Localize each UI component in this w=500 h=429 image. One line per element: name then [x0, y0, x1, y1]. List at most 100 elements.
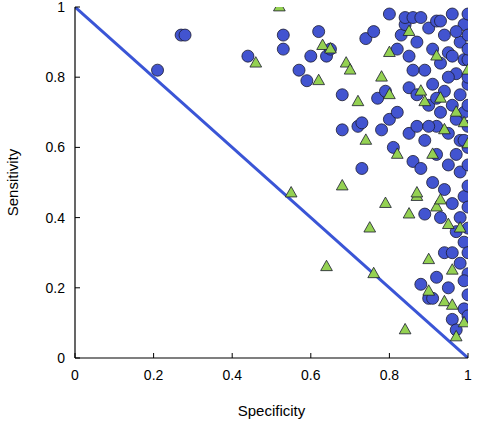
circle-point [277, 43, 289, 55]
x-axis-title: Specificity [238, 402, 306, 419]
y-tick-label: 0.6 [46, 139, 66, 155]
circle-point [446, 247, 458, 259]
triangle-point [415, 85, 427, 95]
circle-point [427, 177, 439, 189]
triangle-point [344, 64, 356, 74]
circle-point [423, 120, 435, 132]
x-tick-label: 0 [71, 367, 79, 383]
circle-point [301, 75, 313, 87]
x-tick [468, 353, 469, 358]
triangle-point [384, 46, 396, 56]
triangle-point [368, 267, 380, 277]
circle-point [446, 198, 458, 210]
x-axis-line [75, 357, 468, 358]
triangle-point [250, 57, 262, 67]
triangle-point [364, 222, 376, 232]
circle-point [305, 50, 317, 62]
x-tick-label: 0.2 [144, 367, 164, 383]
triangle-point [446, 264, 458, 274]
triangle-point [321, 260, 333, 270]
circle-point [403, 50, 415, 62]
circle-point [383, 8, 395, 20]
triangle-point [450, 106, 462, 116]
y-tick [75, 217, 80, 218]
circle-point [293, 64, 305, 76]
triangle-point [443, 218, 455, 228]
circle-point [419, 208, 431, 220]
circle-point [462, 180, 468, 192]
y-tick [75, 77, 80, 78]
circle-point [454, 89, 466, 101]
circle-point [356, 117, 368, 129]
triangle-point [317, 39, 329, 49]
triangle-point [431, 50, 443, 60]
triangle-point [399, 323, 411, 333]
circle-point [391, 106, 403, 118]
triangle-point [462, 64, 468, 74]
y-axis-line [74, 7, 75, 358]
y-tick-label: 0.4 [46, 210, 66, 226]
circle-point [415, 12, 427, 24]
triangle-point [439, 123, 451, 133]
x-tick-label: 1 [464, 367, 472, 383]
triangle-point [380, 197, 392, 207]
circle-point [450, 26, 462, 38]
y-tick [75, 7, 80, 8]
circle-point [242, 50, 254, 62]
triangle-point [446, 299, 458, 309]
circle-point [446, 8, 458, 20]
circle-point [442, 282, 454, 294]
y-tick-label: 0.2 [46, 280, 66, 296]
triangle-point [352, 95, 364, 105]
triangle-point [313, 74, 325, 84]
circle-point [462, 8, 468, 20]
y-tick [75, 287, 80, 288]
circle-point [462, 289, 468, 301]
x-tick-label: 0.8 [380, 367, 400, 383]
circle-point [368, 26, 380, 38]
circle-point [411, 120, 423, 132]
circle-point [462, 159, 468, 171]
triangle-point [423, 285, 435, 295]
x-tick-label: 0.4 [222, 367, 242, 383]
triangle-point [391, 148, 403, 158]
triangle-point [427, 148, 439, 158]
circle-point [179, 29, 191, 41]
triangle-point [403, 25, 415, 35]
circle-point [415, 162, 427, 174]
circle-point [356, 162, 368, 174]
circle-point [462, 99, 468, 111]
circle-point [407, 64, 419, 76]
reference-line [75, 7, 468, 358]
circle-point [458, 191, 468, 203]
circle-point [458, 236, 468, 248]
circle-point [411, 36, 423, 48]
x-tick [75, 353, 76, 358]
triangle-point [458, 116, 468, 126]
triangle-point [384, 88, 396, 98]
circle-point [152, 64, 164, 76]
circle-point [442, 159, 454, 171]
circle-point [434, 15, 446, 27]
triangle-point [423, 253, 435, 263]
circle-point [454, 257, 466, 269]
triangle-point [450, 330, 462, 340]
circle-point [419, 64, 431, 76]
y-tick-label: 0.8 [46, 69, 66, 85]
circle-point [462, 43, 468, 55]
triangle-point [336, 180, 348, 190]
x-tick-label: 0.6 [301, 367, 321, 383]
triangle-point [462, 137, 468, 147]
triangle-point [435, 92, 447, 102]
triangle-point [360, 134, 372, 144]
triangle-point [439, 295, 451, 305]
circle-point [462, 247, 468, 259]
circle-point [434, 106, 446, 118]
x-tick [310, 353, 311, 358]
circle-point [427, 78, 439, 90]
circle-point [434, 212, 446, 224]
circle-point [462, 201, 468, 213]
circle-point [376, 124, 388, 136]
circle-point [277, 29, 289, 41]
triangle-point [285, 187, 297, 197]
